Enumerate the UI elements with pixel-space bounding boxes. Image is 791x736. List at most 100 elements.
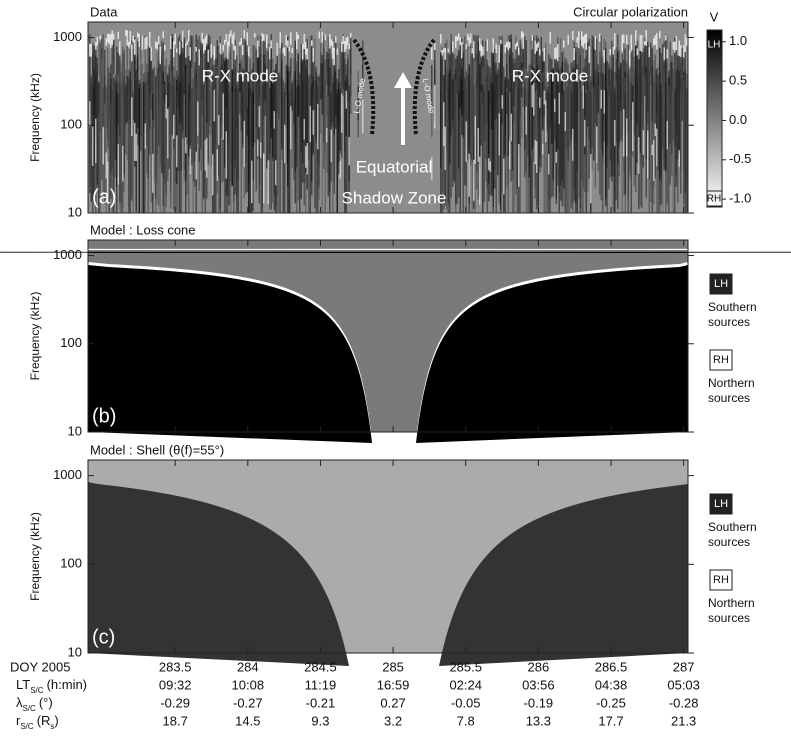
texture [521, 31, 523, 39]
texture [657, 89, 659, 213]
texture [605, 48, 607, 207]
texture [288, 46, 290, 52]
texture [189, 47, 191, 61]
texture [515, 58, 517, 195]
texture [470, 33, 472, 44]
texture [596, 126, 598, 163]
texture [156, 52, 158, 185]
x-tick-label: 285 [382, 659, 404, 674]
texture [462, 44, 464, 115]
ephemeris-value: 3.2 [384, 713, 402, 728]
texture [449, 54, 451, 165]
texture [674, 89, 676, 213]
texture [248, 46, 250, 57]
texture [600, 89, 602, 109]
texture [686, 37, 688, 46]
texture [587, 42, 589, 90]
texture [165, 94, 167, 119]
legend-text: sources [708, 535, 750, 549]
texture [342, 34, 344, 97]
texture [444, 126, 446, 171]
texture [90, 82, 92, 121]
texture [662, 86, 664, 213]
texture [444, 43, 446, 148]
texture [270, 40, 272, 49]
texture [257, 45, 259, 83]
texture [341, 93, 343, 133]
texture [209, 72, 211, 135]
texture [362, 70, 364, 95]
texture [216, 149, 218, 181]
legend-text: sources [708, 315, 750, 329]
texture [459, 63, 461, 170]
texture [624, 48, 626, 79]
texture [534, 40, 536, 54]
texture [362, 99, 364, 134]
texture [510, 34, 512, 182]
texture [254, 33, 256, 38]
texture [654, 35, 656, 45]
texture [672, 77, 674, 139]
texture [588, 90, 590, 180]
texture [506, 47, 508, 115]
texture [680, 45, 682, 57]
texture [539, 83, 541, 173]
texture [612, 46, 614, 55]
texture [591, 88, 593, 151]
texture [576, 83, 578, 213]
texture [300, 62, 302, 200]
texture [504, 44, 506, 53]
legend-box [709, 273, 733, 295]
texture [573, 68, 575, 202]
x-tick-label: 287 [673, 659, 695, 674]
texture [143, 81, 145, 214]
texture [267, 160, 269, 205]
texture [444, 47, 446, 60]
texture [485, 75, 487, 160]
texture [108, 67, 110, 204]
texture [182, 30, 184, 48]
texture [141, 82, 143, 214]
texture [297, 54, 299, 201]
texture [503, 66, 505, 213]
texture [534, 68, 536, 199]
ephemeris-value: 10:08 [232, 677, 265, 692]
texture [251, 160, 253, 204]
texture [621, 82, 623, 214]
texture [576, 37, 578, 43]
ephemeris-value: 18.7 [163, 713, 188, 728]
texture [659, 47, 661, 180]
texture [431, 157, 433, 180]
texture [201, 44, 203, 101]
texture [479, 38, 481, 51]
texture [495, 75, 497, 213]
texture [612, 45, 614, 212]
texture [545, 92, 547, 213]
texture [129, 71, 131, 213]
texture [206, 34, 208, 44]
texture [557, 67, 559, 150]
texture [273, 111, 275, 129]
texture [347, 36, 349, 45]
panel-title: Data [90, 4, 118, 19]
texture [186, 72, 188, 195]
texture [522, 52, 524, 85]
texture [126, 30, 128, 46]
x-tick-label: 283.5 [159, 659, 192, 674]
texture [347, 68, 349, 198]
texture [335, 40, 337, 117]
texture [666, 49, 668, 59]
texture [348, 137, 350, 166]
texture [174, 33, 176, 45]
texture [488, 158, 490, 171]
texture [483, 91, 485, 143]
texture [476, 35, 478, 190]
x-tick-label: 284 [237, 659, 259, 674]
texture [125, 86, 127, 125]
ephemeris-sub: S/C [30, 686, 44, 695]
texture [267, 66, 269, 194]
texture [431, 43, 433, 60]
texture [638, 64, 640, 85]
texture [311, 40, 313, 47]
texture [534, 139, 536, 165]
